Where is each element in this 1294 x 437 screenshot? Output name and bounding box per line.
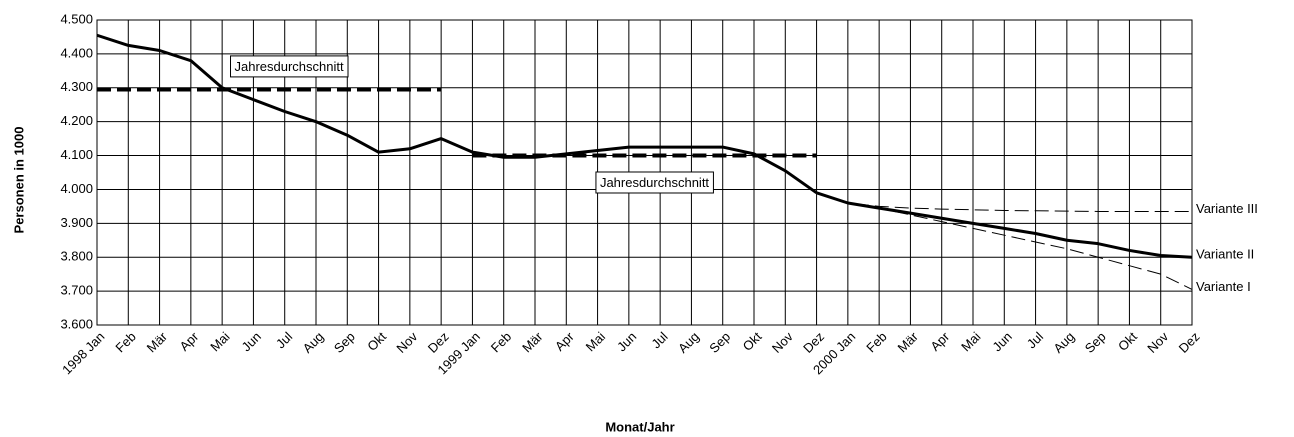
series-line xyxy=(816,192,1193,290)
x-tick-label: Jun xyxy=(239,329,264,354)
x-tick-label: Jul xyxy=(1024,329,1046,351)
x-tick-label: Sep xyxy=(1082,329,1109,356)
annotation-box xyxy=(595,171,714,194)
x-tick-label: Aug xyxy=(1050,329,1077,356)
x-tick-label: Apr xyxy=(927,328,952,353)
annotation: Jahresdurchschnitt xyxy=(600,175,709,190)
annotation: Jahresdurchschnitt xyxy=(235,59,344,74)
x-tick-label: Jun xyxy=(989,329,1014,354)
x-tick-label: Nov xyxy=(393,329,420,356)
x-tick-label: Mai xyxy=(207,329,232,354)
series-label: Variante I xyxy=(1196,279,1251,294)
x-tick-label: Sep xyxy=(706,329,733,356)
y-tick-label: 3.700 xyxy=(60,283,93,298)
x-tick-label: Okt xyxy=(740,329,765,354)
x-tick-label: Apr xyxy=(176,328,201,353)
x-tick-label: Dez xyxy=(800,329,827,356)
x-tick-label: Nov xyxy=(1144,329,1171,356)
y-tick-label: 3.600 xyxy=(60,316,93,331)
x-tick-label: Okt xyxy=(1115,329,1140,354)
x-tick-label: Mär xyxy=(519,328,546,355)
y-tick-label: 4.400 xyxy=(60,45,93,60)
y-tick-label: 4.200 xyxy=(60,113,93,128)
x-tick-label: 1998 Jan xyxy=(59,329,107,377)
y-tick-label: 3.800 xyxy=(60,249,93,264)
x-axis-title: Monat/Jahr xyxy=(605,419,674,434)
series-label: Variante II xyxy=(1196,247,1254,262)
y-tick-label: 4.100 xyxy=(60,147,93,162)
x-tick-label: Aug xyxy=(675,329,702,356)
x-tick-label: Feb xyxy=(488,329,514,355)
series-label: Variante III xyxy=(1196,201,1258,216)
x-tick-label: Apr xyxy=(552,328,577,353)
plot-frame xyxy=(96,19,1193,326)
series-line xyxy=(96,33,818,195)
x-tick-label: Jul xyxy=(273,329,295,351)
x-tick-label: Feb xyxy=(112,329,138,355)
x-tick-label: Jul xyxy=(648,329,670,351)
x-tick-label: Dez xyxy=(1176,329,1203,356)
y-tick-label: 4.500 xyxy=(60,11,93,26)
x-tick-label: Aug xyxy=(300,329,327,356)
x-tick-label: Mär xyxy=(144,328,171,355)
x-tick-label: Dez xyxy=(425,329,452,356)
x-tick-label: Jun xyxy=(614,329,639,354)
y-tick-label: 4.300 xyxy=(60,79,93,94)
x-tick-label: Mai xyxy=(958,329,983,354)
annotation-box xyxy=(230,55,349,78)
series-line xyxy=(816,192,1192,212)
y-tick-label: 3.900 xyxy=(60,215,93,230)
x-tick-label: Mär xyxy=(895,328,922,355)
y-tick-label: 4.000 xyxy=(60,181,93,196)
x-tick-label: Mai xyxy=(583,329,608,354)
x-tick-label: Nov xyxy=(769,329,796,356)
y-axis-title: Personen in 1000 xyxy=(11,127,26,234)
x-tick-label: Feb xyxy=(863,329,889,355)
x-tick-label: Okt xyxy=(364,329,389,354)
x-tick-label: Sep xyxy=(331,329,358,356)
